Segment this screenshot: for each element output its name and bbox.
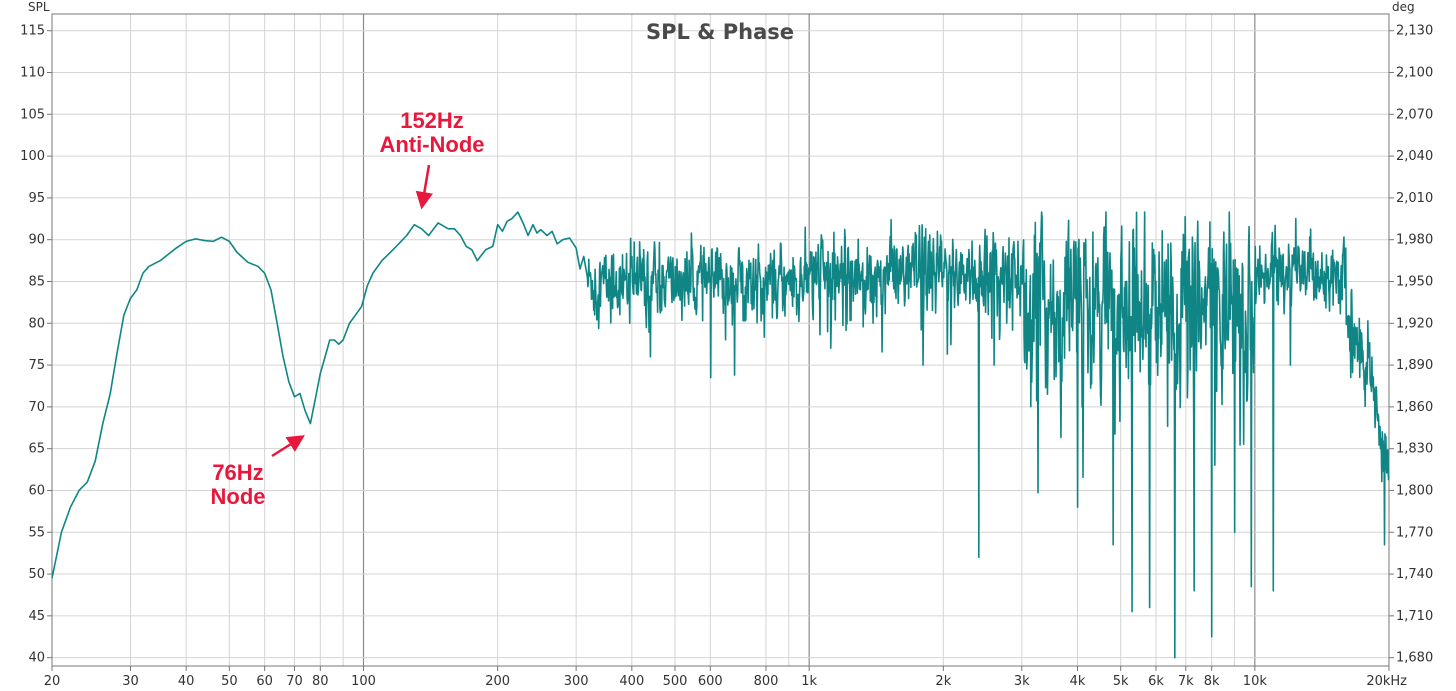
x-tick-label: 20 xyxy=(44,674,61,689)
y-right-tick-label: 1,770 xyxy=(1396,525,1433,540)
y-left-tick-label: 75 xyxy=(28,358,45,373)
x-axis: 20 30 40 50 60 70 80 100 200 300 400 500 600 800 1k 2k 3… xyxy=(44,666,1407,689)
y-right-tick-label: 2,100 xyxy=(1396,66,1433,81)
y-left-tick-label: 105 xyxy=(20,107,45,122)
x-tick-label: 8k xyxy=(1204,674,1220,689)
y-right-tick-label: 1,680 xyxy=(1396,651,1433,666)
x-tick-label: 70 xyxy=(286,674,303,689)
chart-title: SPL & Phase xyxy=(646,20,794,44)
y-right-unit: deg xyxy=(1392,0,1415,14)
x-tick-label: 200 xyxy=(485,674,510,689)
x-tick-label: 40 xyxy=(178,674,195,689)
y-left-tick-label: 80 xyxy=(28,316,45,331)
x-tick-label: 300 xyxy=(564,674,589,689)
y-left-tick-label: 110 xyxy=(20,66,45,81)
spl-series-line xyxy=(51,211,1390,659)
y-right-tick-label: 1,950 xyxy=(1396,274,1433,289)
y-left-tick-label: 100 xyxy=(20,149,45,164)
y-right-tick-label: 2,130 xyxy=(1396,24,1433,39)
y-right-tick-label: 1,890 xyxy=(1396,358,1433,373)
x-tick-label: 50 xyxy=(221,674,238,689)
x-tick-label: 6k xyxy=(1148,674,1164,689)
y-left-tick-label: 45 xyxy=(28,609,45,624)
annotation-node-label: Node xyxy=(211,484,266,509)
y-left-tick-label: 70 xyxy=(28,400,45,415)
y-right-tick-label: 1,710 xyxy=(1396,609,1433,624)
x-tick-label: 1k xyxy=(801,674,817,689)
x-tick-label: 30 xyxy=(122,674,139,689)
y-left-tick-label: 40 xyxy=(28,651,45,666)
y-right-tick-label: 2,040 xyxy=(1396,149,1433,164)
y-left-tick-label: 85 xyxy=(28,274,45,289)
annotation-antinode-label: Anti-Node xyxy=(379,132,484,157)
x-tick-label: 3k xyxy=(1014,674,1030,689)
y-left-tick-label: 50 xyxy=(28,567,45,582)
x-tick-label: 5k xyxy=(1113,674,1129,689)
annotation-antinode-freq: 152Hz xyxy=(400,108,464,133)
annotation-node-arrow xyxy=(271,435,305,458)
y-left-tick-label: 55 xyxy=(28,525,45,540)
series-layer xyxy=(51,211,1390,659)
x-tick-label: 800 xyxy=(754,674,779,689)
annotations: 152Hz Anti-Node 76Hz Node xyxy=(211,108,485,509)
y-left-axis: 40 45 50 55 60 65 70 75 80 85 90 95 100 105 110 115 xyxy=(20,24,52,666)
plot-frame xyxy=(51,13,1390,667)
y-right-tick-label: 1,920 xyxy=(1396,316,1433,331)
y-right-tick-label: 1,800 xyxy=(1396,483,1433,498)
y-left-tick-label: 90 xyxy=(28,233,45,248)
x-tick-label: 80 xyxy=(312,674,329,689)
y-left-unit: SPL xyxy=(28,0,50,14)
y-right-tick-label: 1,740 xyxy=(1396,567,1433,582)
x-tick-label: 2k xyxy=(935,674,951,689)
y-left-tick-label: 60 xyxy=(28,483,45,498)
y-right-tick-label: 2,070 xyxy=(1396,107,1433,122)
y-right-tick-label: 2,010 xyxy=(1396,191,1433,206)
x-tick-label: 100 xyxy=(351,674,376,689)
y-left-tick-label: 115 xyxy=(20,24,45,39)
x-tick-label: 7k xyxy=(1178,674,1194,689)
annotation-node-freq: 76Hz xyxy=(212,460,263,485)
x-tick-label: 60 xyxy=(256,674,273,689)
x-tick-label: 10k xyxy=(1243,674,1268,689)
y-right-tick-label: 1,830 xyxy=(1396,442,1433,457)
x-tick-label: 600 xyxy=(698,674,723,689)
y-right-axis: 1,680 1,710 1,740 1,770 1,800 1,830 1,860 1,890… xyxy=(1389,24,1433,666)
y-right-tick-label: 1,980 xyxy=(1396,233,1433,248)
y-left-tick-label: 65 xyxy=(28,442,45,457)
y-left-tick-label: 95 xyxy=(28,191,45,206)
x-tick-label: 400 xyxy=(619,674,644,689)
y-right-tick-label: 1,860 xyxy=(1396,400,1433,415)
x-tick-label: 20kHz xyxy=(1366,674,1407,689)
x-tick-label: 500 xyxy=(663,674,688,689)
annotation-antinode-arrow xyxy=(415,164,433,210)
x-tick-label: 4k xyxy=(1070,674,1086,689)
